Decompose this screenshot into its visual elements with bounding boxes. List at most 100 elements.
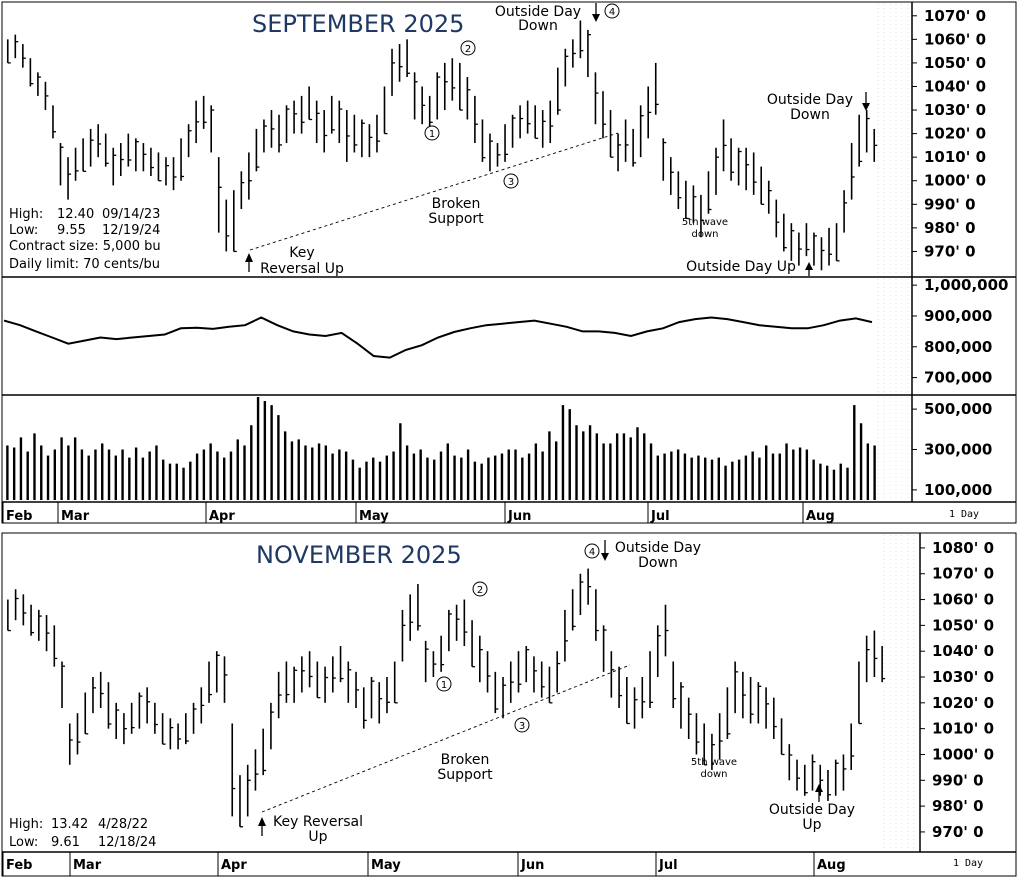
- sep-high-value: 12.40: [57, 207, 94, 222]
- sep-price-axis-tick-label: 1050' 0: [924, 54, 986, 72]
- nov-price-bar: [432, 651, 437, 678]
- nov-price-bar: [14, 589, 19, 621]
- sep-support-line: [249, 132, 619, 251]
- nov-price-bar: [471, 620, 476, 668]
- sep-price-bar: [315, 100, 320, 144]
- sep-price-bar: [383, 86, 388, 135]
- nov-high-label: High:: [9, 817, 43, 832]
- sep-price-bar: [376, 114, 380, 153]
- nov-price-bar: [525, 646, 530, 683]
- sep-key-reversal-line2: Reversal Up: [260, 261, 344, 277]
- nov-wave-3-label: 3: [519, 721, 525, 732]
- sep-price-bar: [850, 143, 855, 200]
- sep-price-bar: [233, 190, 237, 253]
- nov-price-bar: [803, 764, 808, 796]
- nov-price-bar: [749, 677, 754, 724]
- september-price-axis: 970' 0 980' 0 990' 0 1000' 0 1010' 0 1020' 0 1…: [912, 7, 986, 260]
- september-open-interest-line: [3, 279, 909, 393]
- sep-price-axis-tick-label: 990' 0: [924, 195, 976, 213]
- nov-price-bar: [138, 692, 143, 729]
- september-volume-axis: 100,000 300,000 500,000: [912, 400, 992, 499]
- nov-outside-day-down-line2: Down: [638, 555, 678, 571]
- nov-price-bar: [7, 599, 11, 632]
- nov-fifth-wave-line2: down: [701, 769, 728, 780]
- sep-price-bar: [22, 44, 26, 68]
- september-chart-title: SEPTEMBER 2025: [252, 10, 464, 38]
- sep-price-axis-tick-label: 1030' 0: [924, 101, 986, 119]
- sep-price-bar: [519, 105, 524, 139]
- sep-price-axis-tick-label: 1040' 0: [924, 77, 986, 95]
- sep-outside-day-up: Outside Day Up: [686, 259, 796, 275]
- nov-price-bar: [842, 754, 847, 791]
- sep-price-axis-tick-label: 1070' 0: [924, 7, 986, 25]
- nov-price-bar: [602, 625, 607, 672]
- nov-wave-1-label: 1: [441, 680, 447, 691]
- november-chart: NOVEMBER 2025 970' 0 980' 0 990' 0 1000' 0 1…: [1, 532, 1017, 877]
- sep-broken-support-line2: Support: [428, 211, 484, 227]
- sep-low-label: Low:: [9, 223, 38, 238]
- sep-price-bar: [37, 72, 41, 96]
- september-info-box: High: 12.40 09/14/23 Low: 9.55 12/19/24 …: [9, 207, 161, 272]
- sep-price-bar: [406, 39, 411, 78]
- nov-price-bar: [680, 682, 684, 729]
- sep-price-bar: [59, 143, 64, 186]
- nov-price-bar: [417, 584, 421, 631]
- nov-price-bar: [61, 661, 66, 708]
- sep-price-bar: [308, 86, 313, 121]
- nov-wave-4-circle: [584, 543, 600, 559]
- nov-price-bar: [277, 671, 282, 719]
- sep-price-bar: [255, 128, 260, 172]
- sep-price-bar: [323, 110, 328, 153]
- sep-price-bar: [225, 199, 230, 252]
- sep-contract-size: Contract size: 5,000 bu: [9, 239, 161, 254]
- nov-price-bar: [231, 723, 236, 817]
- sep-price-bar: [466, 77, 471, 120]
- sep-price-bar: [195, 100, 200, 144]
- nov-arrow-up-key-head: [258, 817, 266, 826]
- nov-price-bar: [177, 723, 182, 750]
- nov-price-bar: [873, 630, 878, 678]
- nov-price-axis-tick-label: 1070' 0: [932, 565, 994, 583]
- sep-price-bar: [398, 44, 403, 82]
- nov-outside-day-up-line1: Outside Day: [769, 802, 855, 818]
- nov-price-bar: [308, 651, 313, 688]
- nov-price-bar: [610, 651, 615, 698]
- nov-price-bar: [718, 713, 723, 760]
- sep-arrow-up-outside-head: [805, 262, 813, 270]
- nov-price-axis-tick-label: 980' 0: [932, 797, 984, 815]
- nov-price-bar: [664, 604, 669, 657]
- nov-price-bar: [881, 646, 886, 683]
- sep-high-date: 09/14/23: [102, 207, 160, 222]
- sep-price-bar: [579, 20, 584, 59]
- sep-wave-3-label: 3: [508, 177, 514, 188]
- sep-vol-axis-tick-label: 100,000: [924, 481, 992, 499]
- nov-fifth-wave-line1: 5th wave: [691, 757, 737, 768]
- nov-price-bar: [347, 661, 352, 703]
- nov-price-bar: [773, 697, 777, 739]
- nov-price-bar: [811, 754, 816, 791]
- sep-price-bar: [74, 147, 79, 181]
- sep-price-bar: [361, 119, 365, 158]
- november-price-bars: [7, 535, 915, 850]
- sep-price-bar: [421, 86, 426, 125]
- sep-outside-day-down-2-line1: Outside Day: [767, 92, 853, 108]
- nov-price-bar: [486, 651, 491, 693]
- nov-price-bar: [440, 635, 445, 672]
- sep-price-bar: [760, 166, 765, 205]
- sep-outside-day-down-1-line2: Down: [518, 18, 558, 34]
- sep-price-bar: [428, 95, 433, 129]
- sep-price-bar: [730, 138, 735, 181]
- nov-price-bar: [579, 573, 584, 616]
- nov-price-bar: [84, 692, 89, 735]
- sep-price-bar: [722, 119, 727, 172]
- nov-price-bar: [123, 713, 127, 745]
- nov-price-bar: [409, 594, 414, 641]
- nov-price-bar: [587, 568, 592, 605]
- sep-wave-2-circle: [460, 40, 476, 56]
- nov-price-bar: [130, 702, 135, 734]
- nov-price-bar: [757, 682, 762, 724]
- september-price-bars: [6, 4, 909, 275]
- sep-price-bar: [692, 185, 697, 224]
- sep-price-bar: [798, 232, 802, 266]
